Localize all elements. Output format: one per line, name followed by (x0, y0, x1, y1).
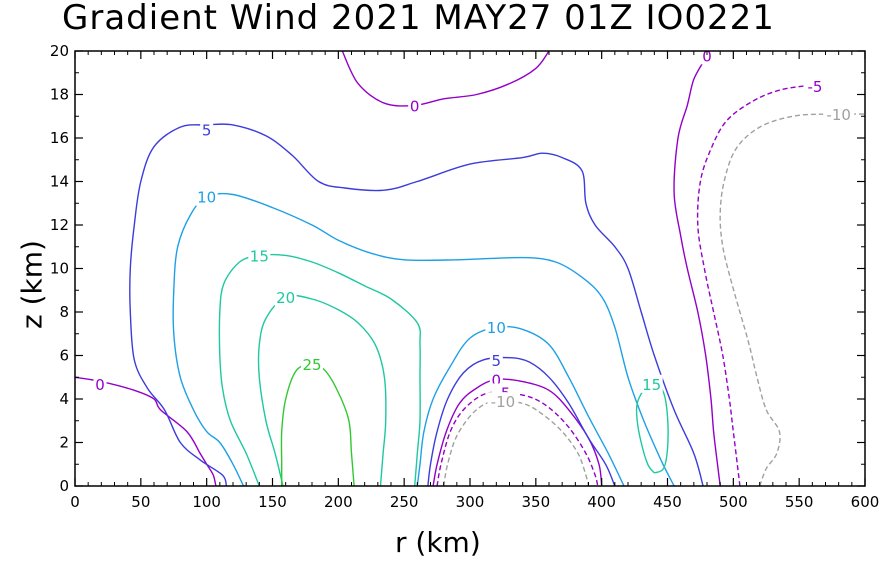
contour-label: -10 (491, 393, 516, 411)
y-tick-label: 4 (59, 390, 69, 408)
contour-line--10 (443, 399, 590, 487)
contour-line-5 (129, 123, 704, 487)
contour-label-bg (301, 355, 323, 374)
y-tick-label: 18 (50, 86, 69, 104)
x-tick-label: 250 (390, 493, 419, 511)
contour-label-bg (823, 105, 855, 124)
contour-label-bg (487, 392, 519, 411)
x-tick-label: 200 (324, 493, 353, 511)
contour-label: 0 (95, 376, 105, 394)
contour-line-20 (257, 294, 387, 487)
chart-title: Gradient Wind 2021 MAY27 01Z IO0221 (62, 0, 775, 38)
contour-line-0 (673, 50, 721, 487)
plot-frame (74, 50, 866, 487)
contour-label: -5 (807, 78, 822, 96)
y-tick-label: 2 (59, 434, 69, 452)
y-tick-label: 8 (59, 303, 69, 321)
x-tick-label: 0 (70, 493, 80, 511)
x-tick-label: 600 (851, 493, 879, 511)
contour-label: 0 (492, 371, 502, 389)
contour-label: 5 (492, 352, 502, 370)
y-tick-label: 20 (50, 42, 69, 60)
contour-label-bg (195, 187, 218, 206)
contour-label: 0 (702, 47, 712, 65)
contour-label: -10 (826, 106, 851, 124)
y-tick-label: 14 (50, 173, 69, 191)
y-tick-label: 0 (59, 477, 69, 495)
x-tick-label: 300 (456, 493, 485, 511)
contour-label-bg (274, 287, 297, 306)
contour-label-bg (803, 76, 826, 95)
x-tick-label: 350 (522, 493, 551, 511)
contour-line--5 (696, 84, 816, 487)
contour-label: 0 (410, 97, 420, 115)
contour-label: 20 (276, 289, 295, 307)
x-tick-label: 400 (587, 493, 616, 511)
contour-label: 25 (302, 356, 321, 374)
x-axis-ticks: 0 50 100 150 200 250 300 350 400 450 500 550 600 (70, 51, 879, 511)
contour-line-0 (74, 376, 217, 487)
x-tick-label: 150 (258, 493, 287, 511)
x-tick-label: 550 (785, 493, 814, 511)
y-tick-label: 6 (59, 347, 69, 365)
contour-line-0 (341, 50, 550, 107)
contour-label: 5 (202, 121, 212, 139)
contour-line-15 (218, 253, 421, 487)
contour-line-5 (427, 356, 616, 487)
x-tick-label: 50 (131, 493, 150, 511)
contour-label-bg (485, 318, 508, 337)
contour-label-bg (640, 374, 663, 393)
contour-line-15 (635, 382, 669, 474)
contour-label: 15 (642, 376, 661, 394)
contour-label: 10 (487, 319, 506, 337)
y-axis-ticks: 0 2 4 6 8 10 12 14 16 18 20 (50, 42, 865, 495)
x-tick-label: 450 (653, 493, 682, 511)
contour-label-bg (93, 374, 107, 393)
contour-label-bg (248, 246, 271, 265)
y-tick-label: 10 (50, 260, 69, 278)
y-tick-label: 16 (50, 129, 69, 147)
contour-lines (74, 50, 866, 487)
contour-label-bg (408, 96, 422, 115)
contour-label-bg (489, 350, 503, 369)
x-tick-label: 100 (192, 493, 221, 511)
y-tick-label: 12 (50, 216, 69, 234)
contour-label: 15 (250, 247, 269, 265)
x-axis-label: r (km) (395, 526, 481, 559)
contour-line-10 (172, 192, 675, 487)
x-tick-label: 500 (719, 493, 748, 511)
contour-line--10 (719, 113, 866, 487)
contour-label: 10 (197, 189, 216, 207)
contour-label-bg (200, 120, 214, 139)
contour-line-25 (280, 363, 355, 487)
